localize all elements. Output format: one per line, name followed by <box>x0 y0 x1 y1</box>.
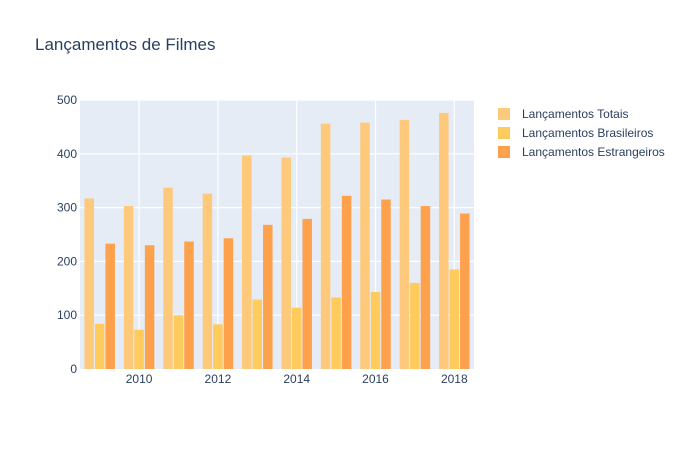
bar[interactable] <box>291 307 302 369</box>
legend[interactable]: Lançamentos Totais Lançamentos Brasileiro… <box>498 107 665 159</box>
bar[interactable] <box>134 329 144 369</box>
legend-label[interactable]: Lançamentos Brasileiros <box>522 126 653 140</box>
y-tick-label: 200 <box>57 254 77 268</box>
y-tick-label: 100 <box>57 308 77 322</box>
bar[interactable] <box>144 245 155 369</box>
bar[interactable] <box>84 198 94 369</box>
bar[interactable] <box>213 324 223 369</box>
bar[interactable] <box>105 243 115 369</box>
bar[interactable] <box>263 224 273 369</box>
bar[interactable] <box>302 218 312 369</box>
bar[interactable] <box>184 241 194 369</box>
chart-title: Lançamentos de Filmes <box>35 35 215 54</box>
y-tick-label: 500 <box>57 93 77 107</box>
y-axis: 0 100 200 300 400 500 <box>57 93 77 376</box>
x-axis: 2010 2012 2014 2016 2018 <box>126 372 468 386</box>
bar[interactable] <box>202 193 213 369</box>
bar[interactable] <box>123 205 134 369</box>
x-tick-label: 2016 <box>362 372 389 386</box>
bar[interactable] <box>173 315 184 369</box>
bar[interactable] <box>242 155 252 369</box>
legend-swatch[interactable] <box>498 146 510 158</box>
bar[interactable] <box>399 119 410 369</box>
bar[interactable] <box>281 157 291 369</box>
y-tick-label: 400 <box>57 147 77 161</box>
y-tick-label: 300 <box>57 201 77 215</box>
legend-swatch[interactable] <box>498 127 510 139</box>
bar[interactable] <box>460 213 470 369</box>
bar[interactable] <box>420 205 431 369</box>
bar[interactable] <box>410 282 420 369</box>
bar[interactable] <box>163 187 173 369</box>
y-tick-label: 0 <box>70 362 77 376</box>
bar[interactable] <box>370 292 381 369</box>
bar[interactable] <box>223 238 234 369</box>
bar[interactable] <box>439 112 449 370</box>
x-tick-label: 2014 <box>283 372 310 386</box>
bar[interactable] <box>94 323 105 369</box>
bar[interactable] <box>381 199 391 369</box>
x-tick-label: 2018 <box>441 372 468 386</box>
bar[interactable] <box>360 122 370 369</box>
legend-label[interactable]: Lançamentos Estrangeiros <box>522 145 665 159</box>
x-tick-label: 2010 <box>126 372 153 386</box>
bar[interactable] <box>252 299 263 369</box>
bar[interactable] <box>449 269 460 369</box>
legend-label[interactable]: Lançamentos Totais <box>522 107 629 121</box>
x-tick-label: 2012 <box>205 372 232 386</box>
bar[interactable] <box>331 297 341 369</box>
bars <box>84 112 470 370</box>
bar[interactable] <box>320 123 331 369</box>
bar[interactable] <box>341 195 352 369</box>
legend-swatch[interactable] <box>498 108 510 120</box>
